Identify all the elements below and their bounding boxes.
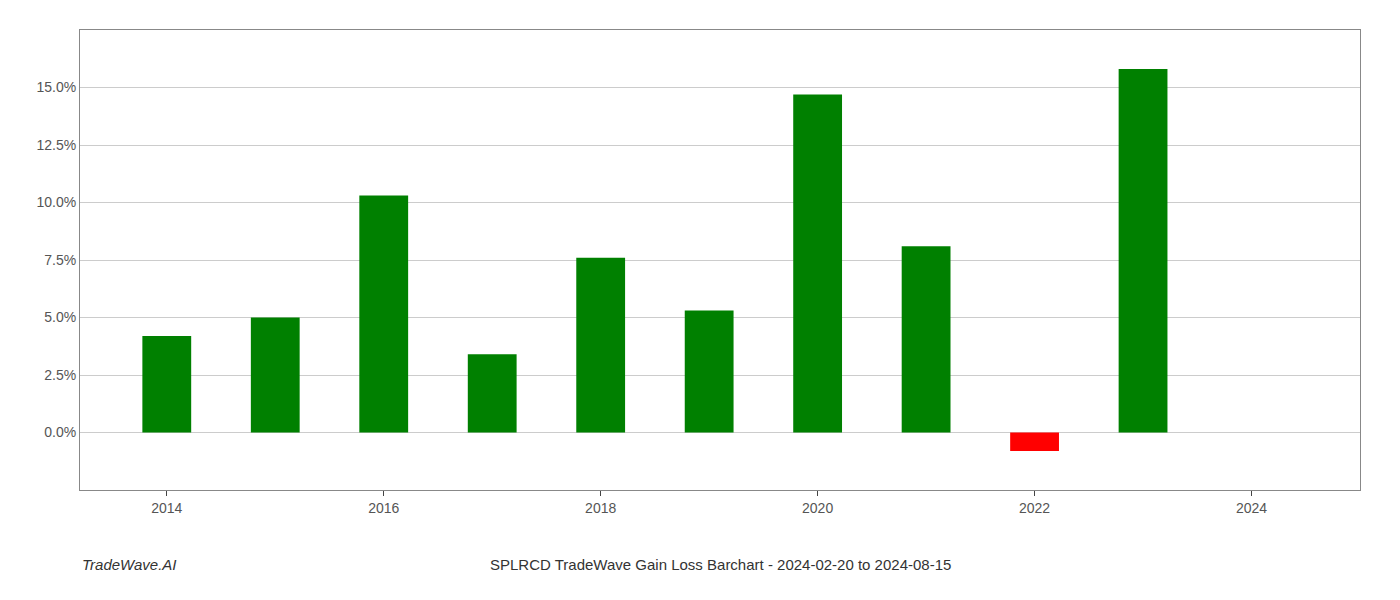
- svg-text:TradeWave.AI: TradeWave.AI: [82, 556, 176, 573]
- svg-text:7.5%: 7.5%: [44, 252, 76, 268]
- svg-text:SPLRCD TradeWave Gain Loss Bar: SPLRCD TradeWave Gain Loss Barchart - 20…: [490, 556, 951, 573]
- svg-text:12.5%: 12.5%: [36, 137, 76, 153]
- svg-text:15.0%: 15.0%: [36, 79, 76, 95]
- svg-text:2016: 2016: [368, 500, 399, 516]
- svg-text:2020: 2020: [802, 500, 833, 516]
- svg-text:2014: 2014: [151, 500, 182, 516]
- svg-text:0.0%: 0.0%: [44, 424, 76, 440]
- svg-text:2.5%: 2.5%: [44, 367, 76, 383]
- svg-text:2022: 2022: [1019, 500, 1050, 516]
- svg-text:2018: 2018: [585, 500, 616, 516]
- svg-text:10.0%: 10.0%: [36, 194, 76, 210]
- svg-text:2024: 2024: [1236, 500, 1267, 516]
- svg-text:5.0%: 5.0%: [44, 309, 76, 325]
